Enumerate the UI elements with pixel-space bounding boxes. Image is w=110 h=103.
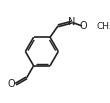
Text: O: O bbox=[80, 22, 87, 32]
Text: CH₃: CH₃ bbox=[96, 22, 110, 31]
Text: O: O bbox=[7, 79, 15, 89]
Text: N: N bbox=[68, 17, 75, 27]
